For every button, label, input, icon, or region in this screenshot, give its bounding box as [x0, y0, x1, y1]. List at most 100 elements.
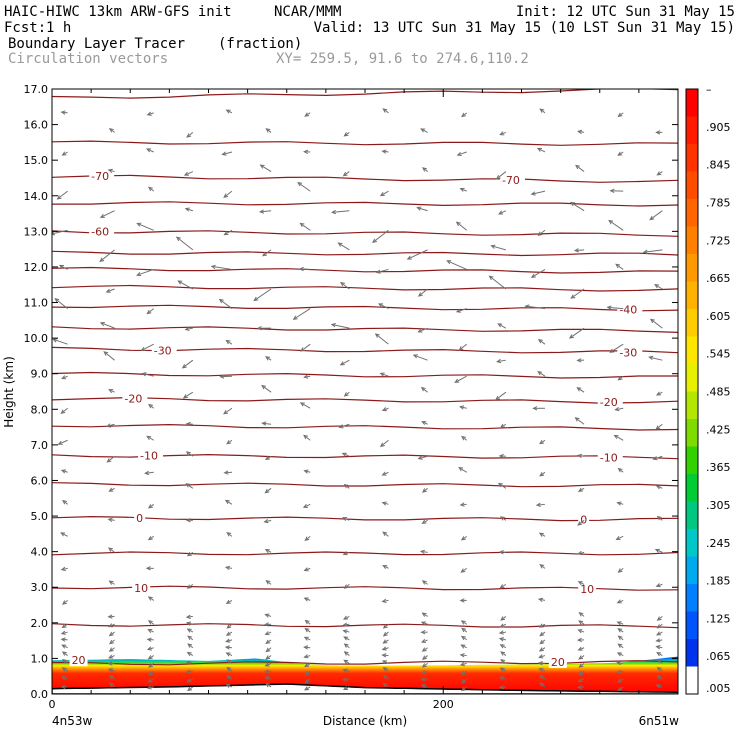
- isotherm-line: [52, 396, 678, 404]
- wind-vector: [379, 439, 389, 448]
- isotherm-label: -20: [600, 396, 618, 409]
- wind-vector: [381, 653, 389, 658]
- wind-vector: [458, 343, 468, 351]
- wind-vector: [61, 667, 68, 672]
- wind-vector: [343, 391, 350, 397]
- wind-vector: [146, 646, 154, 651]
- org-label: NCAR/MMM: [274, 4, 341, 20]
- wind-vector: [530, 190, 546, 196]
- colorbar-swatch: [686, 639, 698, 667]
- colorbar-label: .905: [706, 121, 731, 134]
- wind-vector: [375, 268, 389, 274]
- wind-vector: [342, 551, 350, 556]
- wind-vector: [225, 339, 233, 345]
- isotherm-label-bg: [122, 392, 148, 405]
- wind-vector: [186, 132, 194, 138]
- wind-vector: [421, 421, 428, 426]
- wind-vector: [648, 355, 663, 361]
- wind-vector: [60, 637, 68, 642]
- wind-vector: [498, 453, 506, 459]
- wind-vector: [382, 682, 389, 688]
- isotherm-label: 20: [72, 654, 86, 667]
- wind-vector: [225, 109, 233, 114]
- colorbar-label: .785: [706, 196, 731, 209]
- colorbar-swatch: [686, 474, 698, 502]
- wind-vector: [264, 631, 272, 636]
- wind-vector: [223, 407, 233, 415]
- wind-vector: [656, 623, 663, 629]
- wind-vector: [261, 421, 272, 426]
- isotherm-label: 10: [134, 582, 148, 595]
- wind-vector: [292, 308, 311, 320]
- wind-vector: [107, 668, 115, 673]
- isotherm-label: -10: [140, 450, 158, 463]
- wind-vector: [498, 637, 506, 642]
- wind-vector: [654, 548, 663, 553]
- wind-vector: [655, 391, 663, 396]
- wind-vector: [577, 129, 585, 135]
- wind-vector: [147, 620, 155, 625]
- wind-vector: [406, 249, 428, 260]
- wind-vector: [108, 682, 115, 688]
- wind-vector: [148, 186, 155, 192]
- wind-vector: [108, 654, 115, 659]
- wind-vector: [655, 583, 663, 588]
- wind-vector: [342, 622, 350, 627]
- wind-vector: [61, 644, 68, 649]
- isotherm-line: [52, 551, 678, 556]
- wind-vector: [108, 675, 115, 680]
- wind-vector: [148, 670, 155, 676]
- wind-vector: [459, 653, 467, 658]
- y-tick-label: 8.0: [31, 403, 49, 416]
- wind-vector: [108, 647, 115, 652]
- wind-vector: [379, 372, 389, 377]
- wind-vector: [146, 111, 154, 116]
- wind-vector: [60, 407, 68, 414]
- colorbar-label: .065: [706, 650, 731, 663]
- wind-vector: [264, 487, 272, 494]
- colorbar-swatch: [686, 116, 698, 145]
- wind-vector: [342, 171, 350, 177]
- colorbar-label: .725: [706, 234, 731, 247]
- y-tick-label: 17.0: [24, 83, 49, 96]
- wind-vector: [226, 666, 233, 672]
- fcst-value: 1 h: [46, 20, 71, 36]
- valid-time: Valid: 13 UTC Sun 31 May 15 (10 LST Sun …: [314, 20, 735, 36]
- wind-vector: [224, 645, 233, 650]
- wind-vector: [60, 566, 68, 572]
- wind-vector: [382, 564, 389, 570]
- wind-vector: [218, 298, 233, 309]
- wind-vector: [576, 684, 585, 690]
- wind-vector: [253, 288, 272, 302]
- wind-vector: [461, 627, 468, 633]
- wind-vector: [303, 567, 311, 572]
- colorbar-swatch: [686, 501, 698, 530]
- wind-vector: [61, 375, 68, 380]
- wind-vector: [340, 281, 350, 290]
- wind-vector: [446, 260, 467, 270]
- wind-vector: [264, 662, 272, 667]
- wind-vector: [655, 638, 663, 643]
- wind-vector: [524, 304, 546, 310]
- wind-vector: [342, 615, 350, 620]
- wind-vector: [264, 455, 272, 460]
- isotherm-label-bg: [617, 303, 643, 316]
- wind-vector: [617, 375, 624, 381]
- wind-vector: [577, 453, 585, 459]
- isotherm-label-bg: [134, 511, 146, 524]
- wind-vector: [461, 112, 468, 118]
- isotherm-line: [52, 482, 678, 488]
- wind-vector: [263, 518, 272, 524]
- wind-vector: [616, 501, 624, 506]
- axes: 0.0 1.0 2.0 3.0 4.0 5.0 6.0 7.0 8.0 9.0 10.0 11.0 12…: [24, 83, 679, 711]
- wind-vector: [497, 482, 507, 489]
- wind-vector: [148, 403, 155, 409]
- wind-vector: [461, 678, 468, 684]
- colorbar-frame: [685, 88, 699, 695]
- wind-vector: [381, 646, 389, 651]
- wind-vector: [460, 620, 468, 625]
- wind-vector: [649, 210, 663, 221]
- y-tick-label: 10.0: [24, 332, 49, 345]
- isotherm-label: 10: [580, 583, 594, 596]
